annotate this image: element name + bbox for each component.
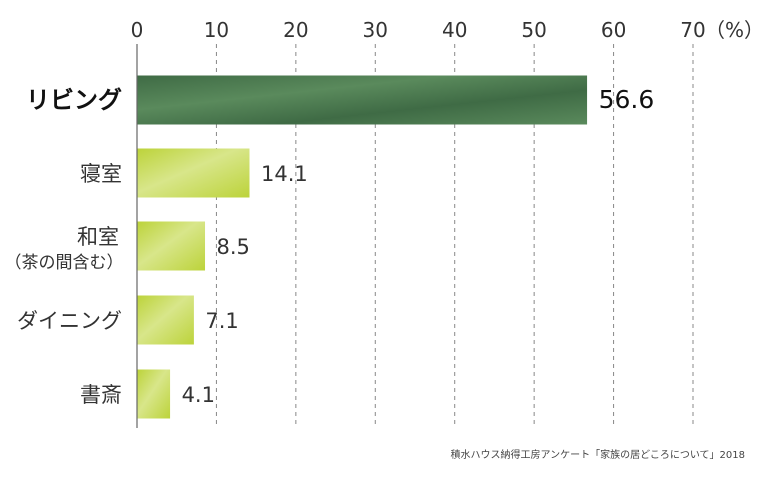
unit-label: （%） xyxy=(705,18,761,42)
value-labels: 56.6 14.1 8.5 7.1 4.1 xyxy=(182,85,655,407)
tick-label-30: 30 xyxy=(363,18,388,42)
x-axis-ticks: 0 10 20 30 40 50 60 70 （%） xyxy=(131,18,761,42)
value-label-0: 56.6 xyxy=(599,85,655,114)
bar-0 xyxy=(137,75,588,125)
value-label-1: 14.1 xyxy=(261,162,308,186)
category-sublabel-2: （茶の間含む） xyxy=(5,253,124,273)
value-label-4: 4.1 xyxy=(182,383,215,407)
value-label-3: 7.1 xyxy=(205,309,238,333)
category-label-4: 書斎 xyxy=(80,383,122,407)
bars xyxy=(137,75,588,419)
tick-label-50: 50 xyxy=(521,18,546,42)
category-label-0: リビング xyxy=(26,86,122,114)
bar-4 xyxy=(137,369,171,419)
bar-1 xyxy=(137,148,250,198)
tick-label-60: 60 xyxy=(601,18,626,42)
tick-label-10: 10 xyxy=(204,18,229,42)
source-note: 積水ハウス納得工房アンケート「家族の居どころについて」2018 xyxy=(450,450,745,461)
tick-label-70: 70 xyxy=(680,18,705,42)
bar-2 xyxy=(137,221,206,271)
value-label-2: 8.5 xyxy=(217,235,250,259)
category-label-1: 寝室 xyxy=(80,162,122,186)
tick-label-0: 0 xyxy=(131,18,144,42)
bar-3 xyxy=(137,295,194,345)
tick-label-40: 40 xyxy=(442,18,467,42)
category-label-2: 和室 xyxy=(77,225,119,249)
category-label-3: ダイニング xyxy=(17,309,122,333)
tick-label-20: 20 xyxy=(283,18,308,42)
